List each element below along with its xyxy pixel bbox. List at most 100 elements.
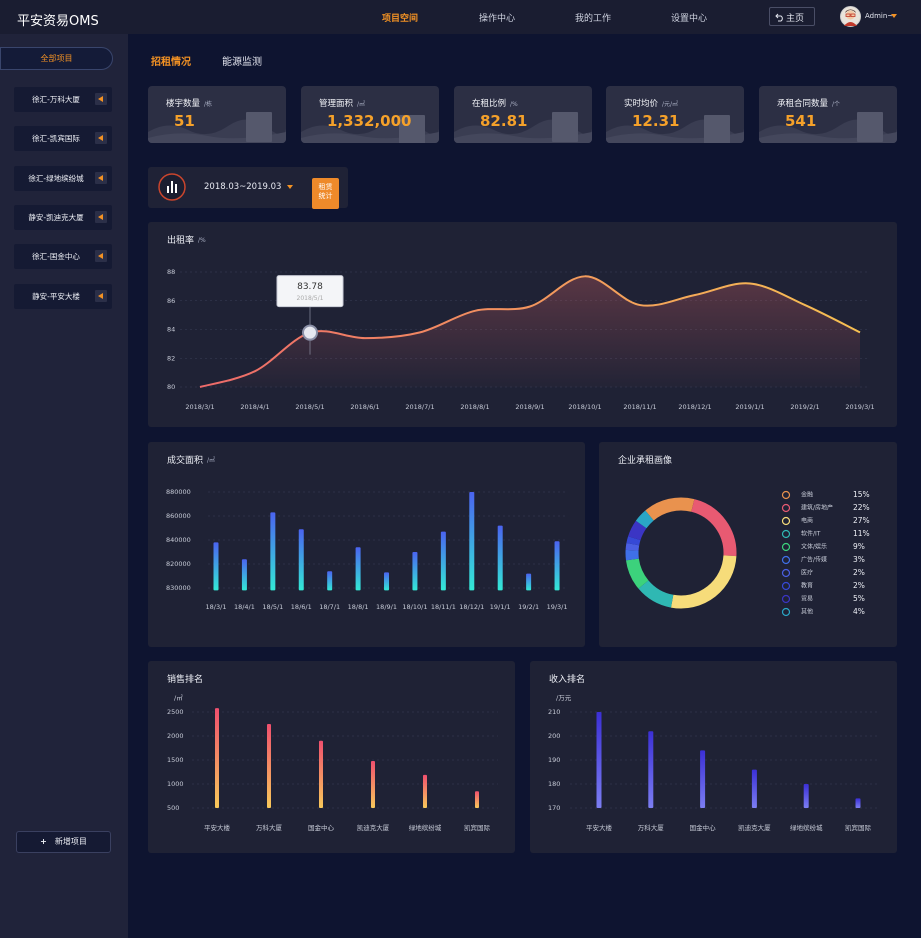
tab[interactable]: 能源监测 xyxy=(222,57,262,68)
chart-unit: /% xyxy=(198,237,206,244)
bar-chart: 销售排名 /㎡ 2500 2000 1500 1000 500 平安大楼 万科大厦 国金中心 凯迪克… xyxy=(148,661,515,853)
legend-marker xyxy=(781,490,791,500)
kpi-label: 楼宇数量/栋 xyxy=(166,97,212,109)
kpi-label: 承租合同数量/个 xyxy=(777,97,840,109)
x-tick-label: 万科大厦 xyxy=(638,823,665,832)
nav-item[interactable]: 设置中心 xyxy=(670,14,707,24)
x-tick-label: 凯迪克大厦 xyxy=(357,823,390,832)
x-tick-label: 2018/10/1 xyxy=(568,403,601,411)
kpi-icon xyxy=(399,115,425,143)
y-tick-label: 180 xyxy=(548,780,560,788)
x-tick-label: 凯迪克大厦 xyxy=(738,823,771,832)
home-label: 主页 xyxy=(786,14,805,24)
value-label: 11% xyxy=(853,529,870,538)
project-item[interactable]: 徐汇-凯宾国际 xyxy=(14,126,112,151)
x-tick-label: 18/8/1 xyxy=(348,603,369,611)
y-tick-label: 86 xyxy=(167,297,175,305)
x-tick-label: 2018/4/1 xyxy=(240,403,269,411)
kpi-icon xyxy=(857,112,883,142)
project-item[interactable]: 静安-平安大楼 xyxy=(14,284,112,309)
bar xyxy=(267,724,271,808)
y-tick-label: 820000 xyxy=(166,560,191,568)
nav-item[interactable]: 我的工作 xyxy=(574,14,611,24)
kpi-title: 管理面积 xyxy=(319,99,354,109)
legend-label: 其他 xyxy=(801,608,813,616)
value-label: 9% xyxy=(853,542,865,551)
legend-label: 金融 xyxy=(801,491,813,499)
bar xyxy=(855,798,861,808)
chart-title: 收入排名 xyxy=(549,673,585,685)
kpi-value: 51 xyxy=(174,112,195,130)
legend-label: 贸易 xyxy=(801,595,813,603)
chart-unit: /㎡ xyxy=(174,693,183,702)
legend-marker xyxy=(781,594,791,604)
x-tick-label: 国金中心 xyxy=(308,823,335,832)
chart-icon xyxy=(158,173,186,201)
kpi-label: 在租比例/% xyxy=(472,97,518,109)
project-name: 徐汇-国金中心 xyxy=(32,252,80,261)
home-button[interactable]: 主页 xyxy=(769,7,815,26)
legend-marker xyxy=(781,516,791,526)
project-item[interactable]: 静安-凯迪克大厦 xyxy=(14,205,112,230)
legend-marker xyxy=(781,607,791,617)
project-item[interactable]: 徐汇-万科大厦 xyxy=(14,87,112,112)
chart-header: 出租率 /% xyxy=(167,234,206,246)
tab[interactable]: 招租情况 xyxy=(151,57,191,68)
y-tick-label: 170 xyxy=(548,804,560,812)
x-tick-label: 国金中心 xyxy=(690,823,717,832)
x-tick-label: 2018/12/1 xyxy=(678,403,711,411)
legend-label: 教育 xyxy=(801,582,813,590)
kpi-card: 实时均价/元/㎡ 12.31 xyxy=(606,86,744,143)
tooltip-category: 2018/5/1 xyxy=(297,295,324,302)
arrow xyxy=(95,132,107,144)
kpi-label: 管理面积/㎡ xyxy=(319,97,365,109)
kpi-title: 承租合同数量 xyxy=(777,99,829,109)
nav-item[interactable]: 操作中心 xyxy=(478,14,515,24)
y-tick-label: 840000 xyxy=(166,536,191,544)
project-item[interactable]: 徐汇-绿地缤纷城 xyxy=(14,166,112,191)
y-tick-label: 190 xyxy=(548,756,560,764)
legend-marker xyxy=(781,555,791,565)
value-label: 15% xyxy=(853,490,870,499)
kpi-unit: /个 xyxy=(832,101,841,108)
user-name[interactable]: Admin~ xyxy=(865,12,894,20)
x-tick-label: 18/4/1 xyxy=(234,603,255,611)
kpi-decoration xyxy=(454,112,592,143)
bar xyxy=(497,525,503,591)
kpi-decoration xyxy=(148,112,286,143)
bar xyxy=(384,572,390,591)
all-projects[interactable]: 全部项目 xyxy=(0,47,113,70)
app-title: 平安资易OMS xyxy=(17,14,99,29)
bar xyxy=(648,731,654,808)
kpi-decoration xyxy=(759,112,897,143)
bar xyxy=(526,573,532,591)
x-tick-label: 2018/6/1 xyxy=(350,403,379,411)
y-tick-label: 200 xyxy=(548,732,560,740)
nav-item[interactable]: 项目空间 xyxy=(381,14,418,24)
x-tick-label: 19/2/1 xyxy=(518,603,539,611)
value-label: 3% xyxy=(853,555,865,564)
x-tick-label: 平安大楼 xyxy=(204,823,231,832)
avatar[interactable] xyxy=(840,6,861,27)
x-tick-label: 凯宾国际 xyxy=(464,823,491,832)
bar xyxy=(319,740,323,808)
x-tick-label: 绿地缤纷城 xyxy=(409,823,442,832)
bar xyxy=(475,791,479,808)
legend-marker xyxy=(781,568,791,578)
add-project-button[interactable]: + 新增项目 xyxy=(16,831,111,853)
kpi-icon xyxy=(704,115,730,143)
kpi-title: 在租比例 xyxy=(472,99,507,109)
chart-title: 成交面积 xyxy=(167,454,203,466)
bar xyxy=(751,769,757,808)
bar xyxy=(215,708,219,808)
kpi-card: 管理面积/㎡ 1,332,000 xyxy=(301,86,439,143)
bar-chart: 成交面积 /㎡ 880000 860000 840000 820000 830000 18/3… xyxy=(148,442,585,647)
kpi-icon xyxy=(552,112,578,142)
project-item[interactable]: 徐汇-国金中心 xyxy=(14,244,112,269)
chart-title: 出租率 xyxy=(167,234,194,246)
stats-button[interactable]: 租赁统计 xyxy=(312,178,339,209)
x-tick-label: 2019/1/1 xyxy=(735,403,764,411)
donut-segment xyxy=(670,555,737,609)
kpi-card: 楼宇数量/栋 51 xyxy=(148,86,286,143)
